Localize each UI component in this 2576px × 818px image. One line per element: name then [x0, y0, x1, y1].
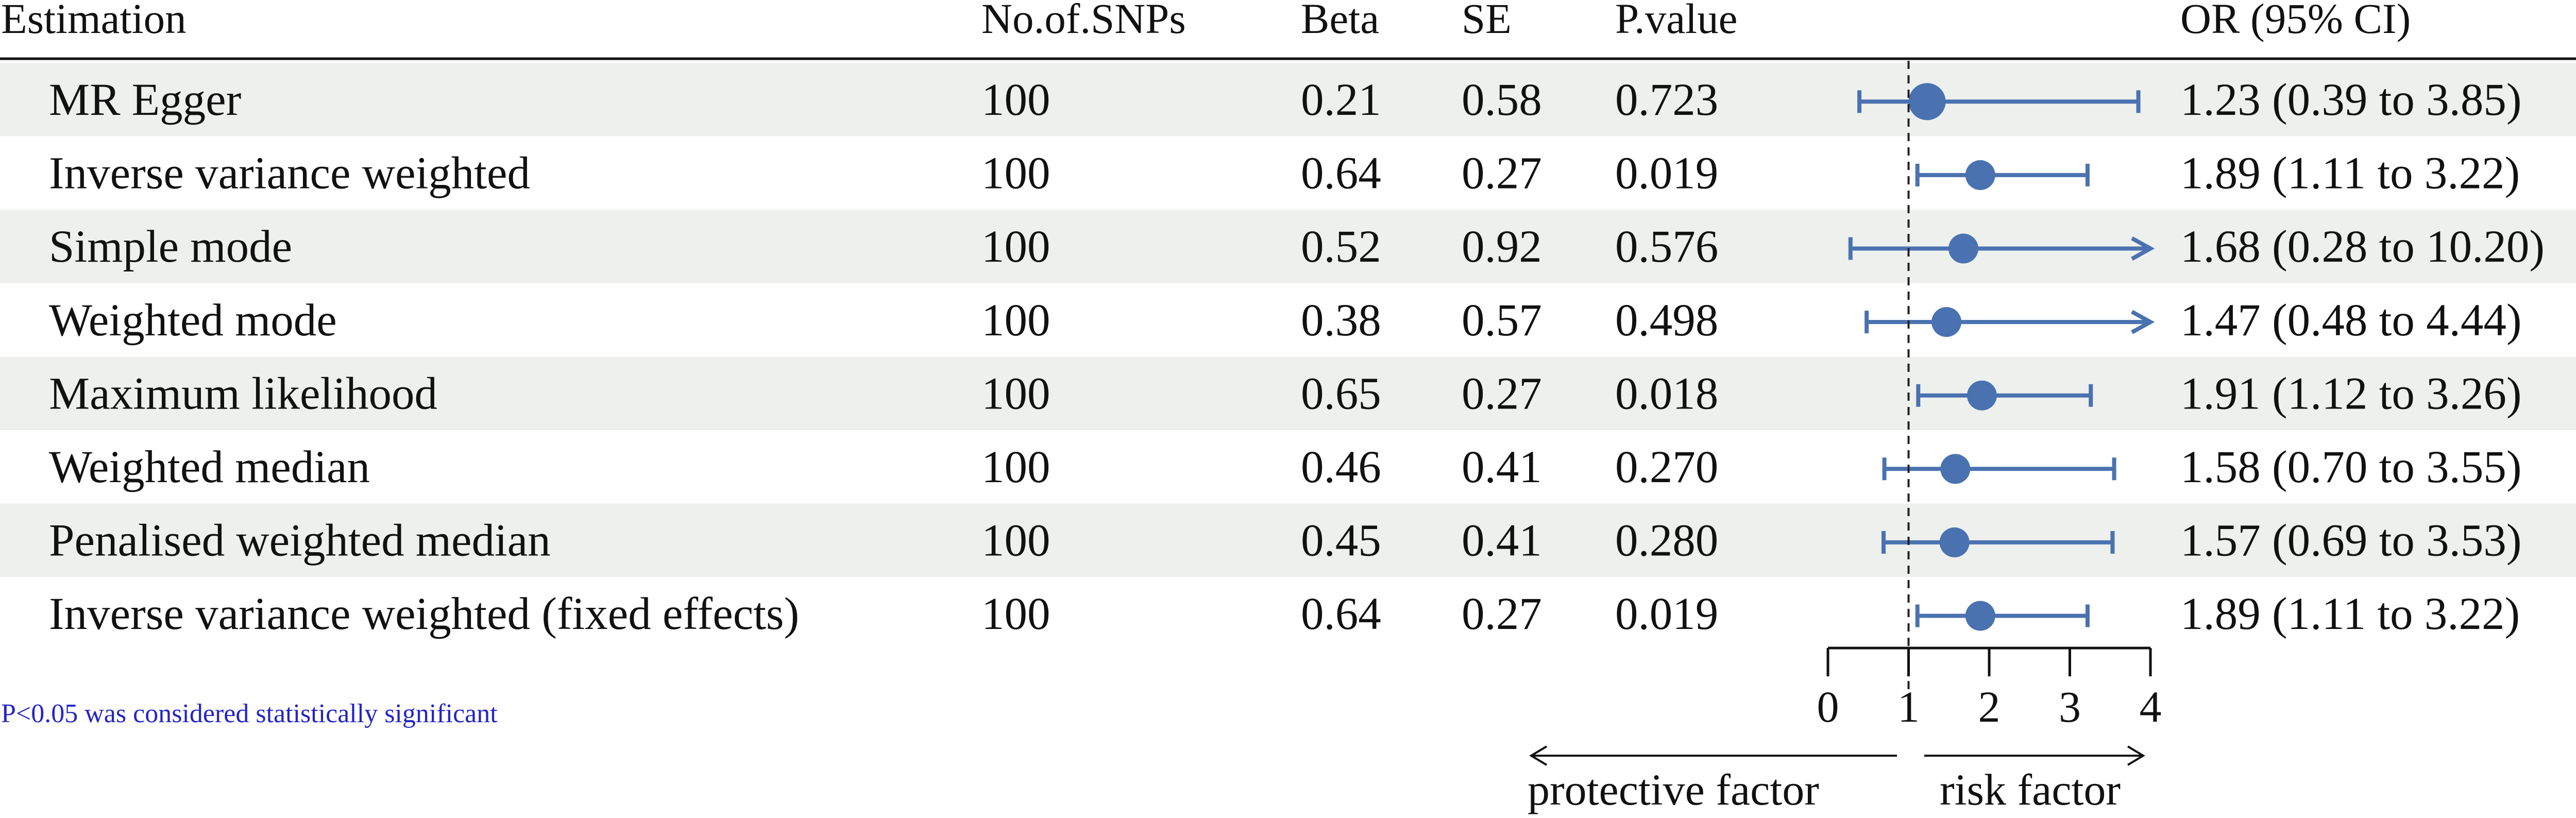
- row-shade: [0, 63, 2576, 137]
- row-se: 0.27: [1462, 589, 1542, 639]
- x-tick-label: 2: [1978, 682, 2001, 731]
- row-or-ci: 1.47 (0.48 to 4.44): [2180, 295, 2522, 346]
- header-beta: Beta: [1301, 0, 1379, 42]
- protective-factor-label: protective factor: [1528, 765, 1819, 814]
- point-estimate: [1908, 83, 1946, 121]
- row-snps: 100: [981, 148, 1050, 199]
- row-se: 0.92: [1462, 221, 1542, 272]
- row-beta: 0.46: [1301, 442, 1381, 492]
- row-method: Weighted median: [49, 442, 370, 492]
- point-estimate: [1967, 380, 1997, 411]
- row-snps: 100: [981, 442, 1050, 492]
- row-pvalue: 0.576: [1615, 221, 1718, 272]
- row-se: 0.27: [1462, 368, 1542, 419]
- protective-arrowhead: [1529, 745, 1548, 766]
- row-se: 0.58: [1462, 75, 1542, 125]
- row-method: Simple mode: [49, 221, 292, 272]
- row-snps: 100: [981, 589, 1050, 639]
- row-se: 0.41: [1462, 516, 1542, 566]
- row-beta: 0.64: [1301, 148, 1381, 199]
- row-or-ci: 1.68 (0.28 to 10.20): [2180, 221, 2545, 272]
- table-body: MR Egger 100 0.21 0.58 0.723 1.23 (0.39 to 3.…: [49, 75, 2545, 639]
- point-estimate: [1939, 527, 1970, 557]
- x-tick-label: 0: [1817, 682, 1839, 731]
- row-shade: [0, 356, 2576, 430]
- header-pvalue: P.value: [1615, 0, 1737, 42]
- row-beta: 0.21: [1301, 75, 1381, 125]
- row-snps: 100: [981, 368, 1050, 419]
- row-beta: 0.45: [1301, 516, 1381, 566]
- row-pvalue: 0.280: [1615, 516, 1718, 566]
- row-beta: 0.64: [1301, 589, 1381, 639]
- header-snps: No.of.SNPs: [981, 0, 1186, 42]
- point-estimate: [1965, 601, 1995, 631]
- ci-overflow-arrow: [2131, 310, 2155, 334]
- row-beta: 0.38: [1301, 295, 1381, 346]
- header-se: SE: [1462, 0, 1512, 42]
- row-pvalue: 0.723: [1615, 75, 1718, 125]
- header-or: OR (95% CI): [2180, 0, 2411, 42]
- row-or-ci: 1.89 (1.11 to 3.22): [2180, 589, 2520, 639]
- row-method: Maximum likelihood: [49, 368, 437, 419]
- row-pvalue: 0.019: [1615, 148, 1718, 199]
- row-snps: 100: [981, 75, 1050, 125]
- plot-area: 0 1 2 3 4: [1817, 61, 2162, 731]
- header-estimation: Estimation: [1, 0, 187, 42]
- point-estimate: [1940, 454, 1971, 484]
- row-pvalue: 0.019: [1615, 589, 1718, 639]
- row-pvalue: 0.498: [1615, 295, 1718, 346]
- row-se: 0.41: [1462, 442, 1542, 492]
- row-method: Inverse variance weighted: [49, 148, 530, 199]
- row-beta: 0.65: [1301, 368, 1381, 419]
- row-method: Penalised weighted median: [49, 516, 551, 566]
- point-estimate: [1965, 160, 1995, 190]
- row-or-ci: 1.58 (0.70 to 3.55): [2180, 442, 2522, 492]
- row-snps: 100: [981, 516, 1050, 566]
- row-or-ci: 1.57 (0.69 to 3.53): [2180, 516, 2522, 566]
- point-estimate: [1948, 233, 1978, 264]
- row-se: 0.27: [1462, 148, 1542, 199]
- row-snps: 100: [981, 295, 1050, 346]
- row-method: Weighted mode: [49, 295, 337, 346]
- risk-factor-label: risk factor: [1940, 765, 2121, 814]
- point-estimate: [1931, 307, 1962, 337]
- row-se: 0.57: [1462, 295, 1542, 346]
- footnote: P<0.05 was considered statistically sign…: [1, 699, 498, 728]
- direction-annotation: protective factor risk factor: [1528, 745, 2145, 814]
- row-shade: [0, 503, 2576, 577]
- row-beta: 0.52: [1301, 221, 1381, 272]
- row-snps: 100: [981, 221, 1050, 272]
- header-row: Estimation No.of.SNPs Beta SE P.value OR…: [1, 0, 2411, 42]
- x-tick-label: 3: [2059, 682, 2081, 731]
- row-pvalue: 0.270: [1615, 442, 1718, 492]
- row-method: MR Egger: [49, 75, 241, 125]
- x-tick-label: 1: [1897, 682, 1920, 731]
- x-tick-label: 4: [2140, 682, 2162, 731]
- row-or-ci: 1.23 (0.39 to 3.85): [2180, 75, 2522, 125]
- ci-overflow-arrow: [2131, 236, 2155, 261]
- risk-arrowhead: [2127, 745, 2145, 766]
- row-or-ci: 1.91 (1.12 to 3.26): [2180, 368, 2522, 419]
- row-or-ci: 1.89 (1.11 to 3.22): [2180, 148, 2520, 199]
- row-pvalue: 0.018: [1615, 368, 1718, 419]
- row-method: Inverse variance weighted (fixed effects…: [49, 589, 799, 639]
